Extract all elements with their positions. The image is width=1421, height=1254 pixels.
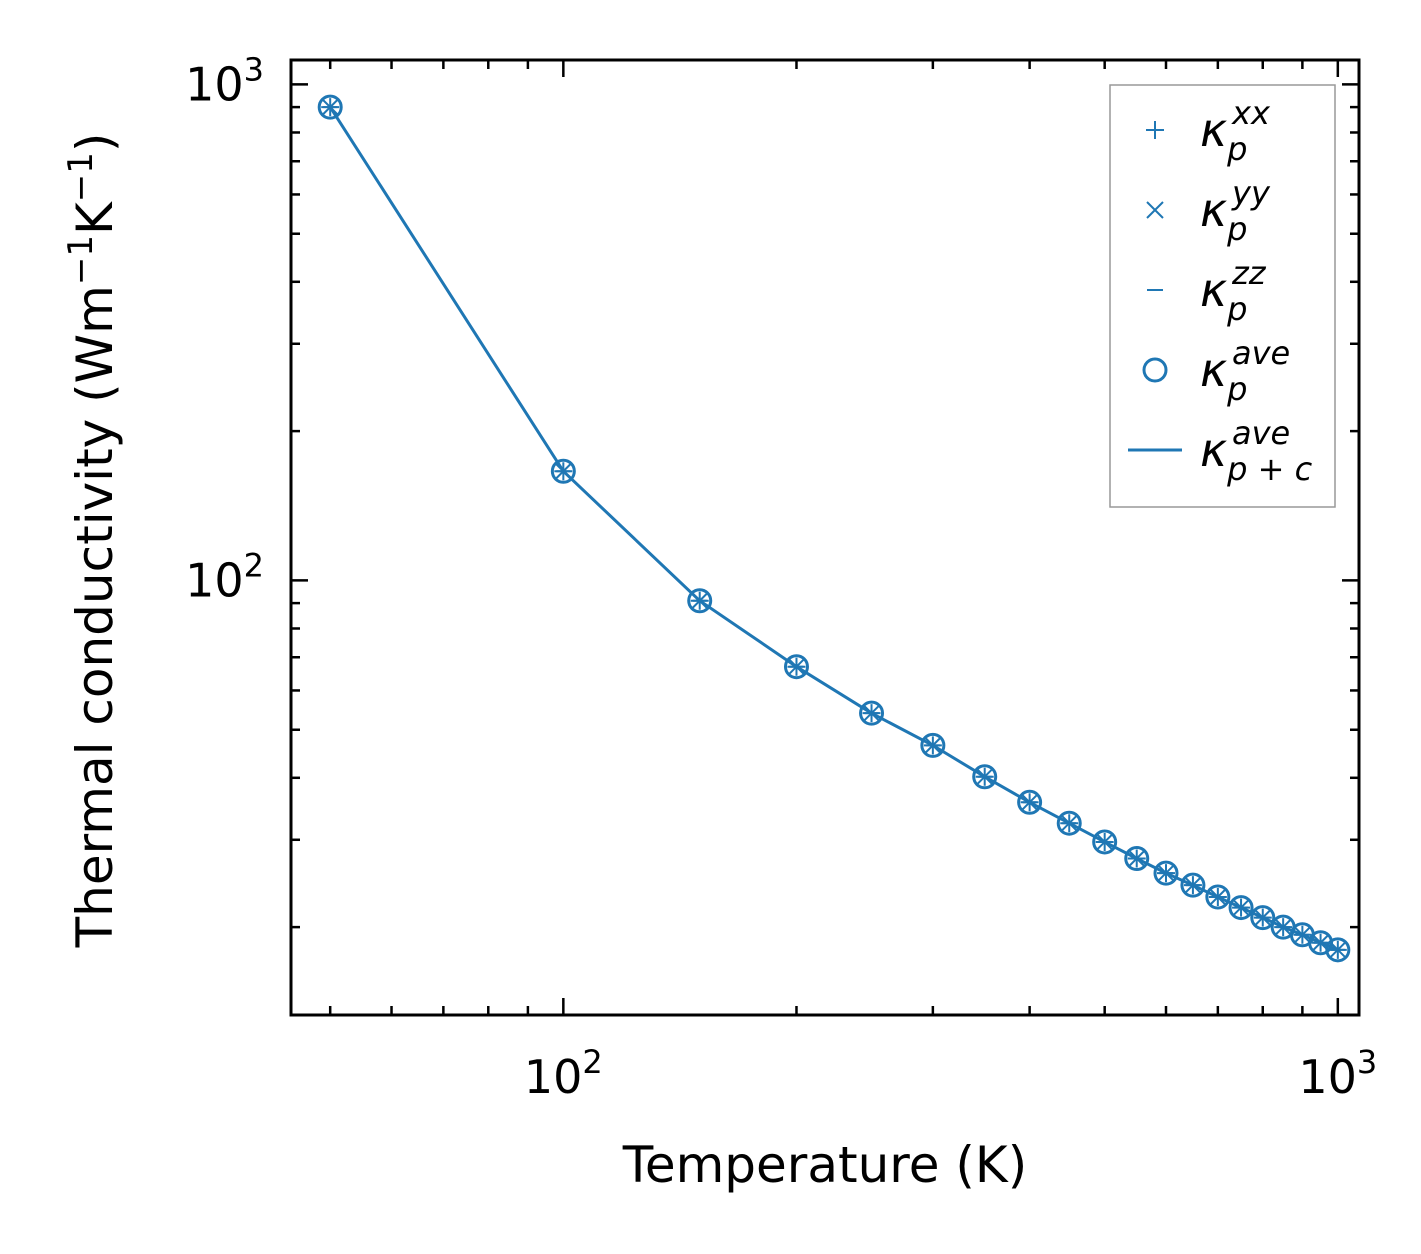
- legend-box: [1109, 84, 1336, 508]
- legend-symbol-x: [1146, 201, 1164, 219]
- legend-label: κp + cave: [1200, 414, 1313, 488]
- legend-label: κpzz: [1200, 254, 1267, 328]
- major-ticks: [291, 60, 1359, 1015]
- legend-label: κpave: [1200, 334, 1290, 408]
- y-axis-title: Thermal conductivity (Wm−1K−1): [61, 133, 124, 949]
- data-point-kappa_p_ave: [1228, 895, 1254, 921]
- data-point-kappa_p_ave: [1308, 930, 1334, 956]
- data-point-kappa_p_ave: [1205, 884, 1231, 910]
- data-point-kappa_p_ave: [1017, 789, 1043, 815]
- data-point-kappa_p_ave: [972, 764, 998, 790]
- plot-frame: [289, 58, 1361, 1017]
- data-point-kappa_p_ave: [1153, 860, 1179, 886]
- data-point-kappa_p_ave: [1092, 829, 1118, 855]
- x-tick-label: 102: [524, 1043, 603, 1104]
- data-point-kappa_p_ave: [317, 94, 343, 120]
- data-point-kappa_p_ave: [1124, 846, 1150, 872]
- data-point-kappa_p_ave: [859, 700, 885, 726]
- legend-symbol-plus: [1146, 121, 1164, 139]
- tick-labels: 102 103 102 103: [185, 50, 1377, 1104]
- data-point-kappa_p_ave: [550, 458, 576, 484]
- x-tick-label: 103: [1298, 1043, 1377, 1104]
- series-line-kappa_p_plus_c_ave: [328, 106, 1339, 952]
- data-point-kappa_p_ave: [1180, 872, 1206, 898]
- series-line-group: [328, 106, 1339, 952]
- y-tick-label: 103: [185, 50, 264, 111]
- data-point-kappa_p_ave: [1325, 937, 1351, 963]
- data-point-kappa_p_ave: [1250, 905, 1276, 931]
- data-point-kappa_p_ave: [783, 654, 809, 680]
- legend-label: κpyy: [1200, 174, 1271, 248]
- legend-symbol-circle: [1142, 357, 1168, 383]
- y-tick-label: 102: [185, 546, 264, 607]
- data-point-kappa_p_ave: [920, 732, 946, 758]
- data-point-kappa_p_ave: [1056, 810, 1082, 836]
- series-markers-group: [317, 94, 1351, 963]
- legend-label: κpxx: [1200, 94, 1271, 168]
- data-point-kappa_p_ave: [687, 588, 713, 614]
- x-axis-title: Temperature (K): [622, 1136, 1027, 1194]
